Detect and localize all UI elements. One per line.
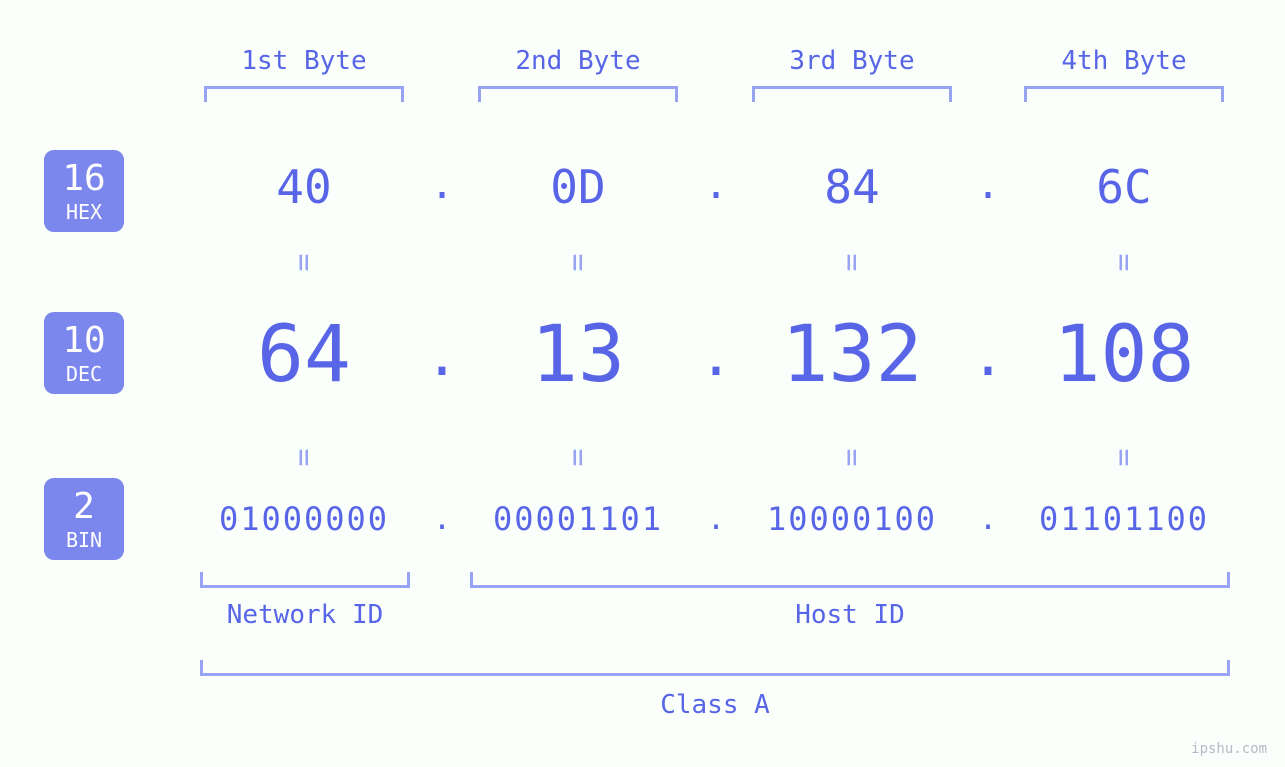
byte-bracket-top-4 <box>1024 86 1224 102</box>
dec-octet-3: 132 <box>722 310 982 400</box>
bin-dot-2: . <box>701 502 731 537</box>
equals-dec-bin-2: = <box>561 438 596 478</box>
equals-dec-bin-4: = <box>1107 438 1142 478</box>
network-id-bracket <box>200 572 410 588</box>
watermark: ipshu.com <box>1191 741 1267 757</box>
equals-hex-dec-2: = <box>561 243 596 283</box>
dec-octet-2: 13 <box>448 310 708 400</box>
badge-base-label: HEX <box>66 201 102 223</box>
network-id-label: Network ID <box>200 600 410 630</box>
bin-octet-2: 00001101 <box>453 500 703 538</box>
equals-hex-dec-3: = <box>835 243 870 283</box>
byte-label-4: 4th Byte <box>1024 46 1224 76</box>
bin-octet-1: 01000000 <box>179 500 429 538</box>
dec-octet-1: 64 <box>174 310 434 400</box>
byte-bracket-top-1 <box>204 86 404 102</box>
byte-bracket-top-3 <box>752 86 952 102</box>
bin-octet-4: 01101100 <box>999 500 1249 538</box>
hex-octet-2: 0D <box>468 160 688 214</box>
byte-label-1: 1st Byte <box>204 46 404 76</box>
dec-dot-2: . <box>691 324 741 389</box>
badge-base-number: 16 <box>62 159 105 199</box>
equals-hex-dec-1: = <box>287 243 322 283</box>
hex-dot-2: . <box>696 162 736 208</box>
dec-octet-4: 108 <box>994 310 1254 400</box>
hex-octet-4: 6C <box>1014 160 1234 214</box>
host-id-bracket <box>470 572 1230 588</box>
byte-label-2: 2nd Byte <box>478 46 678 76</box>
host-id-label: Host ID <box>470 600 1230 630</box>
hex-dot-3: . <box>968 162 1008 208</box>
base-badge-hex: 16HEX <box>44 150 124 232</box>
bin-octet-3: 10000100 <box>727 500 977 538</box>
equals-dec-bin-3: = <box>835 438 870 478</box>
base-badge-dec: 10DEC <box>44 312 124 394</box>
class-bracket <box>200 660 1230 676</box>
bin-dot-3: . <box>973 502 1003 537</box>
byte-label-3: 3rd Byte <box>752 46 952 76</box>
hex-octet-3: 84 <box>742 160 962 214</box>
badge-base-number: 2 <box>73 487 95 527</box>
badge-base-number: 10 <box>62 321 105 361</box>
hex-octet-1: 40 <box>194 160 414 214</box>
base-badge-bin: 2BIN <box>44 478 124 560</box>
class-label: Class A <box>200 690 1230 720</box>
dec-dot-1: . <box>417 324 467 389</box>
equals-hex-dec-4: = <box>1107 243 1142 283</box>
byte-bracket-top-2 <box>478 86 678 102</box>
badge-base-label: DEC <box>66 363 102 385</box>
bin-dot-1: . <box>427 502 457 537</box>
badge-base-label: BIN <box>66 529 102 551</box>
hex-dot-1: . <box>422 162 462 208</box>
dec-dot-3: . <box>963 324 1013 389</box>
equals-dec-bin-1: = <box>287 438 322 478</box>
